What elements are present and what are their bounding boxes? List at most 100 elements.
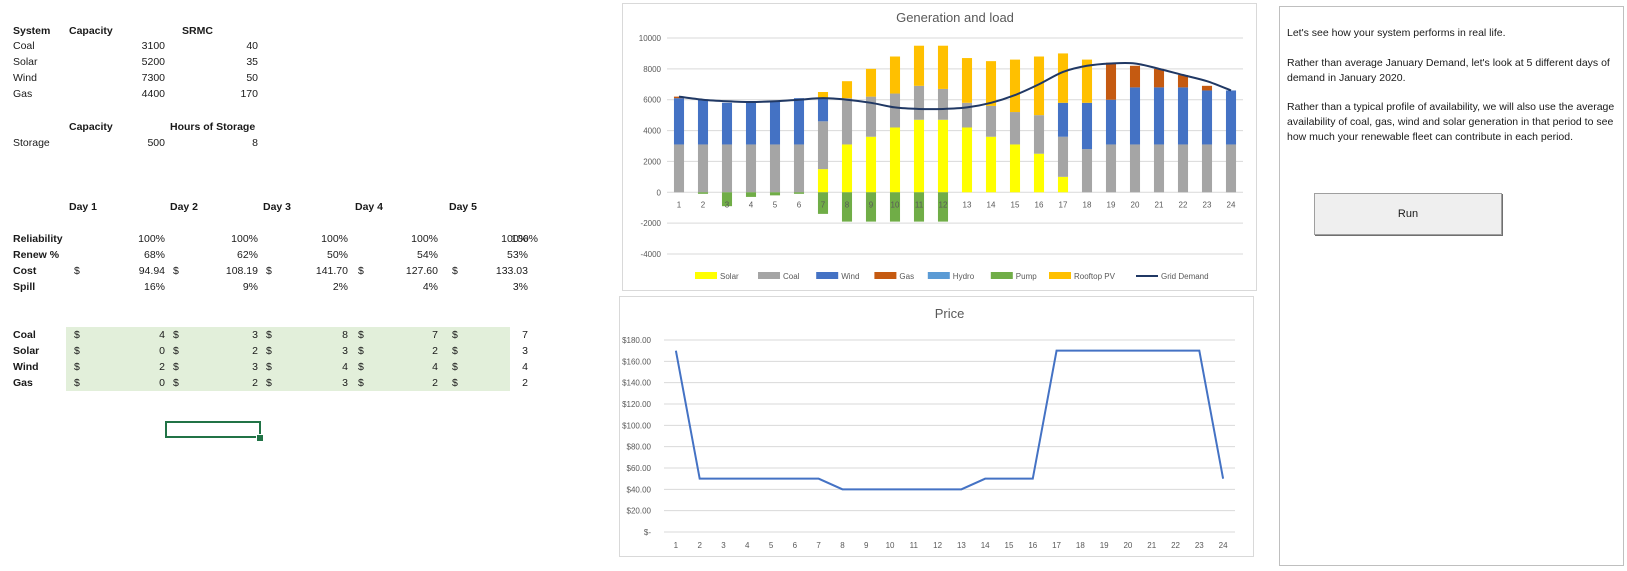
reliability-value[interactable]: 100% xyxy=(501,233,528,245)
currency-symbol: $ xyxy=(74,361,80,373)
tech-cost-value[interactable]: 3 xyxy=(342,377,348,389)
currency-symbol: $ xyxy=(173,361,179,373)
system-name[interactable]: Gas xyxy=(13,88,33,100)
y-tick-label: $20.00 xyxy=(627,507,652,516)
spill-value[interactable]: 16% xyxy=(143,281,165,293)
storage-capacity-header[interactable]: Capacity xyxy=(69,121,113,133)
system-name[interactable]: Wind xyxy=(13,72,37,84)
metric-label-renew[interactable]: Renew % xyxy=(13,249,60,261)
y-tick-label: -4000 xyxy=(641,250,662,259)
metric-label-spill[interactable]: Spill xyxy=(13,281,36,293)
renew-value[interactable]: 54% xyxy=(416,249,438,261)
system-srmc[interactable]: 35 xyxy=(246,56,258,68)
currency-symbol: $ xyxy=(173,265,179,277)
system-capacity[interactable]: 5200 xyxy=(141,56,165,68)
currency-symbol: $ xyxy=(266,361,272,373)
day-header[interactable]: Day 3 xyxy=(263,201,292,213)
system-srmc[interactable]: 170 xyxy=(240,88,258,100)
tech-cost-value[interactable]: 4 xyxy=(159,329,165,341)
tech-cost-value[interactable]: 2 xyxy=(252,377,258,389)
tech-label[interactable]: Solar xyxy=(13,345,40,357)
spill-value[interactable]: 9% xyxy=(242,281,258,293)
selected-cell[interactable] xyxy=(165,421,261,438)
system-capacity[interactable]: 3100 xyxy=(141,40,165,52)
spill-value[interactable]: 3% xyxy=(512,281,528,293)
y-tick-label: $160.00 xyxy=(622,357,651,366)
price-chart[interactable]: Price $180.00 $160.00 $140.00 $120.00 $100.00… xyxy=(619,296,1254,557)
day-header[interactable]: Day 4 xyxy=(355,201,384,213)
x-tick-label: 22 xyxy=(1179,200,1188,209)
header-capacity[interactable]: Capacity xyxy=(69,25,113,37)
system-srmc[interactable]: 40 xyxy=(246,40,258,52)
tech-label[interactable]: Coal xyxy=(13,329,36,341)
cost-value[interactable]: 108.19 xyxy=(225,265,258,277)
tech-cost-value[interactable]: 2 xyxy=(432,377,438,389)
reliability-value[interactable]: 100% xyxy=(511,233,538,245)
bar-wind xyxy=(1081,102,1093,150)
day-header[interactable]: Day 5 xyxy=(449,201,478,213)
system-srmc[interactable]: 50 xyxy=(246,72,258,84)
tech-cost-value[interactable]: 2 xyxy=(522,377,528,389)
tech-cost-value[interactable]: 4 xyxy=(522,361,528,373)
tech-label[interactable]: Wind xyxy=(13,361,39,373)
run-button[interactable]: Run xyxy=(1314,193,1502,235)
system-capacity[interactable]: 4400 xyxy=(141,88,165,100)
bar-solar xyxy=(817,169,829,193)
storage-capacity[interactable]: 500 xyxy=(147,137,165,149)
tech-cost-value[interactable]: 3 xyxy=(252,361,258,373)
legend-swatch xyxy=(874,272,897,279)
tech-cost-value[interactable]: 3 xyxy=(252,329,258,341)
tech-cost-value[interactable]: 2 xyxy=(432,345,438,357)
day-header[interactable]: Day 1 xyxy=(69,201,98,213)
system-capacity[interactable]: 7300 xyxy=(141,72,165,84)
generation-chart[interactable]: Generation and load 10000 8000 6000 4000 2000… xyxy=(622,3,1257,291)
tech-cost-value[interactable]: 7 xyxy=(432,329,438,341)
cost-value[interactable]: 94.94 xyxy=(138,265,165,277)
system-name[interactable]: Coal xyxy=(13,40,35,52)
tech-cost-value[interactable]: 4 xyxy=(342,361,348,373)
y-tick-label: 8000 xyxy=(643,65,661,74)
bar-solar xyxy=(961,127,973,193)
x-tick-label: 12 xyxy=(933,541,942,550)
tech-cost-value[interactable]: 3 xyxy=(342,345,348,357)
bar-coal xyxy=(673,144,685,193)
cost-value[interactable]: 133.03 xyxy=(495,265,528,277)
renew-value[interactable]: 53% xyxy=(506,249,528,261)
tech-cost-value[interactable]: 0 xyxy=(159,345,165,357)
header-srmc[interactable]: SRMC xyxy=(182,25,213,37)
storage-label[interactable]: Storage xyxy=(13,137,50,149)
metric-label-cost[interactable]: Cost xyxy=(13,265,37,277)
reliability-value[interactable]: 100% xyxy=(231,233,258,245)
renew-value[interactable]: 50% xyxy=(326,249,348,261)
system-name[interactable]: Solar xyxy=(13,56,38,68)
day-header[interactable]: Day 2 xyxy=(170,201,199,213)
tech-cost-value[interactable]: 3 xyxy=(522,345,528,357)
fill-handle[interactable] xyxy=(256,434,264,442)
tech-cost-value[interactable]: 2 xyxy=(159,361,165,373)
tech-cost-value[interactable]: 8 xyxy=(342,329,348,341)
bar-coal xyxy=(937,88,949,120)
tech-cost-value[interactable]: 4 xyxy=(432,361,438,373)
bar-pump xyxy=(913,192,925,222)
reliability-value[interactable]: 100% xyxy=(321,233,348,245)
reliability-value[interactable]: 100% xyxy=(138,233,165,245)
cost-value[interactable]: 127.60 xyxy=(405,265,438,277)
spill-value[interactable]: 4% xyxy=(422,281,438,293)
cost-value[interactable]: 141.70 xyxy=(315,265,348,277)
spill-value[interactable]: 2% xyxy=(332,281,348,293)
bar-rooftop-pv xyxy=(1009,59,1021,113)
renew-value[interactable]: 62% xyxy=(236,249,258,261)
tech-cost-value[interactable]: 2 xyxy=(252,345,258,357)
renew-value[interactable]: 68% xyxy=(143,249,165,261)
metric-label-reliability[interactable]: Reliability xyxy=(13,233,63,245)
bar-coal xyxy=(697,144,709,193)
storage-hours-header[interactable]: Hours of Storage xyxy=(170,121,256,133)
bar-wind xyxy=(721,102,733,145)
tech-cost-value[interactable]: 0 xyxy=(159,377,165,389)
storage-hours[interactable]: 8 xyxy=(252,137,258,149)
tech-cost-value[interactable]: 7 xyxy=(522,329,528,341)
tech-label[interactable]: Gas xyxy=(13,377,33,389)
header-system[interactable]: System xyxy=(13,25,51,37)
reliability-value[interactable]: 100% xyxy=(411,233,438,245)
y-tick-label: 2000 xyxy=(643,157,661,166)
